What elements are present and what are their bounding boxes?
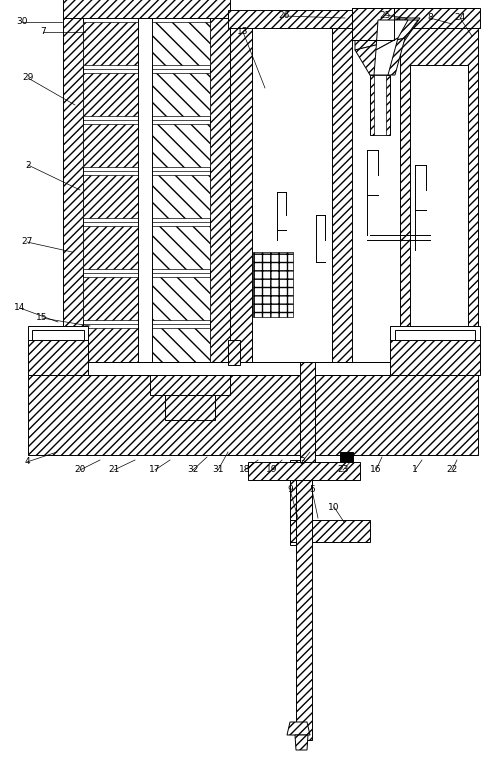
Polygon shape — [355, 20, 418, 50]
Polygon shape — [28, 326, 88, 340]
Text: 23: 23 — [337, 465, 349, 475]
Polygon shape — [63, 18, 83, 375]
Text: 19: 19 — [266, 465, 278, 475]
Polygon shape — [400, 8, 478, 375]
Polygon shape — [138, 18, 152, 375]
Polygon shape — [390, 326, 480, 340]
Text: 22: 22 — [446, 465, 457, 475]
Polygon shape — [374, 75, 386, 135]
Polygon shape — [355, 18, 400, 75]
Text: 21: 21 — [108, 465, 120, 475]
Text: 10: 10 — [328, 502, 340, 511]
Polygon shape — [32, 330, 84, 340]
Polygon shape — [355, 38, 405, 75]
Text: 31: 31 — [212, 465, 224, 475]
Polygon shape — [370, 75, 390, 135]
Polygon shape — [150, 375, 230, 395]
Text: 25: 25 — [379, 11, 391, 19]
Text: 9: 9 — [287, 485, 293, 495]
Polygon shape — [374, 38, 398, 75]
Text: 1: 1 — [412, 465, 418, 475]
Text: 14: 14 — [15, 303, 26, 313]
Text: 8: 8 — [427, 14, 433, 22]
Polygon shape — [395, 330, 475, 340]
Text: 32: 32 — [187, 465, 199, 475]
Polygon shape — [410, 65, 468, 375]
Polygon shape — [248, 462, 360, 480]
Text: 26: 26 — [279, 12, 290, 21]
Polygon shape — [253, 252, 293, 317]
Polygon shape — [230, 18, 252, 375]
Polygon shape — [144, 22, 210, 65]
Text: 16: 16 — [370, 465, 382, 475]
Polygon shape — [83, 124, 144, 167]
Polygon shape — [228, 340, 240, 365]
Text: 29: 29 — [23, 74, 34, 82]
Polygon shape — [83, 226, 144, 269]
Text: 5: 5 — [309, 485, 315, 495]
Polygon shape — [63, 0, 230, 18]
Polygon shape — [332, 18, 352, 375]
Text: 24: 24 — [454, 14, 465, 22]
Text: 2: 2 — [25, 161, 31, 170]
Polygon shape — [83, 73, 144, 116]
Polygon shape — [144, 328, 210, 371]
Polygon shape — [28, 375, 478, 455]
Polygon shape — [290, 460, 312, 545]
Polygon shape — [287, 722, 310, 735]
Polygon shape — [296, 480, 312, 740]
Text: 15: 15 — [36, 313, 48, 323]
Polygon shape — [390, 340, 480, 375]
Text: 17: 17 — [149, 465, 161, 475]
Polygon shape — [295, 735, 308, 750]
Polygon shape — [83, 328, 144, 371]
Polygon shape — [352, 8, 480, 28]
Text: 3: 3 — [299, 458, 305, 466]
Polygon shape — [144, 277, 210, 320]
Polygon shape — [352, 8, 394, 40]
Polygon shape — [165, 395, 215, 420]
Text: 20: 20 — [74, 465, 86, 475]
Polygon shape — [144, 226, 210, 269]
Polygon shape — [252, 18, 332, 375]
Polygon shape — [210, 18, 230, 375]
Polygon shape — [83, 277, 144, 320]
Polygon shape — [144, 124, 210, 167]
Text: 7: 7 — [40, 28, 46, 37]
Polygon shape — [144, 73, 210, 116]
Polygon shape — [385, 18, 420, 55]
Text: 13: 13 — [237, 28, 249, 37]
Text: 18: 18 — [239, 465, 250, 475]
Polygon shape — [300, 362, 315, 462]
Polygon shape — [83, 22, 144, 65]
Polygon shape — [228, 10, 354, 28]
Polygon shape — [340, 452, 353, 462]
Polygon shape — [290, 520, 370, 542]
Polygon shape — [28, 362, 478, 375]
Polygon shape — [28, 340, 88, 375]
Text: 27: 27 — [22, 237, 33, 247]
Polygon shape — [376, 20, 408, 50]
Polygon shape — [144, 175, 210, 218]
Text: 4: 4 — [24, 458, 30, 466]
Polygon shape — [83, 175, 144, 218]
Text: 30: 30 — [16, 18, 28, 27]
